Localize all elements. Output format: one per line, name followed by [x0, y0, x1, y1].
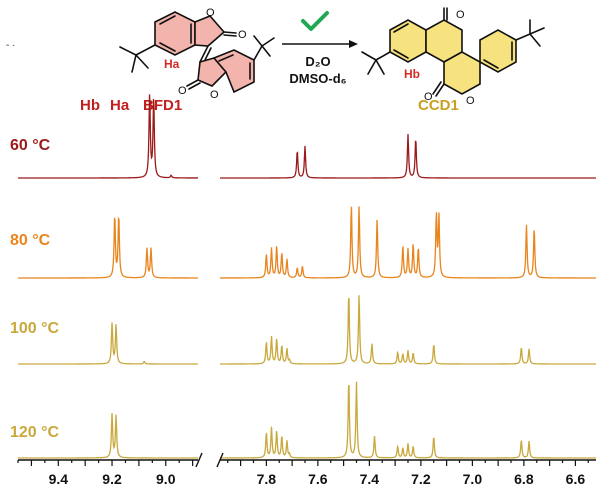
- tick-label: 9.2: [102, 471, 122, 487]
- stray-mark: - ·: [6, 40, 15, 51]
- reaction-arrow: [282, 40, 358, 48]
- bfd1-lower-benzene: [212, 49, 255, 94]
- tick-label: 9.4: [49, 471, 69, 487]
- axis-break-mark: [195, 452, 203, 468]
- x-axis: 9.4 9.2 9.0 7.8 7.6 7.4 7.2 7.0 6.8 6.6: [17, 452, 596, 487]
- spectrum-60c: [18, 94, 596, 179]
- tick-label: 7.2: [411, 471, 431, 487]
- temperature-label: 80 °C: [10, 232, 51, 249]
- tick-label: 7.8: [257, 471, 277, 487]
- ccd1-ring-left: [389, 19, 427, 63]
- tick-label: 7.0: [463, 471, 483, 487]
- temperature-label: 120 °C: [10, 424, 60, 441]
- atom-o: O: [178, 85, 187, 97]
- tick-label: 6.6: [566, 471, 586, 487]
- bfd1-structure: O O Ha O O: [119, 7, 275, 101]
- tick-label: 9.0: [156, 471, 176, 487]
- hb-structure-label: Hb: [404, 67, 420, 81]
- spectrum-80c: [18, 206, 596, 279]
- ha-structure-label: Ha: [164, 57, 180, 71]
- peak-label-hb: Hb: [80, 97, 100, 114]
- ccd1-structure: O O O Hb: [361, 7, 545, 107]
- temperature-labels: 60 °C 80 °C 100 °C 120 °C: [10, 137, 60, 441]
- nmr-spectra: [18, 94, 596, 459]
- tick-label: 6.8: [514, 471, 534, 487]
- reagent-d2o: D₂O: [305, 54, 330, 69]
- atom-o: O: [424, 91, 433, 103]
- check-icon: [301, 11, 329, 31]
- atom-o: O: [210, 89, 219, 101]
- ccd1-ring-right: [479, 29, 517, 73]
- axis-break-mark: [216, 452, 224, 468]
- spectrum-line: [18, 216, 199, 279]
- product-label: CCD1: [418, 97, 459, 114]
- temperature-label: 60 °C: [10, 137, 51, 154]
- spectrum-100c: [18, 295, 596, 365]
- spectrum-line: [18, 322, 198, 365]
- atom-o: O: [466, 95, 475, 107]
- spectrum-line: [18, 412, 198, 459]
- tick-label: 7.6: [308, 471, 328, 487]
- spectrum-line: [220, 206, 596, 279]
- bfd1-upper-furanone: [194, 15, 226, 47]
- tick-label: 7.4: [360, 471, 380, 487]
- spectrum-line: [220, 381, 596, 459]
- atom-o: O: [456, 9, 465, 21]
- bfd1-upper-benzene: [154, 11, 196, 56]
- ccd1-ring-mid-lower: [443, 51, 481, 95]
- spectrum-line: [220, 133, 596, 179]
- atom-o: O: [206, 7, 215, 19]
- spectrum-line: [18, 94, 198, 179]
- atom-o: O: [238, 29, 247, 41]
- reagent-dmso: DMSO-d₆: [289, 71, 346, 86]
- reaction-scheme: - · O O Ha: [6, 7, 545, 114]
- spectrum-120c: [18, 381, 596, 459]
- temperature-label: 100 °C: [10, 320, 60, 337]
- spectrum-line: [219, 295, 596, 365]
- peak-label-ha: Ha: [110, 97, 130, 114]
